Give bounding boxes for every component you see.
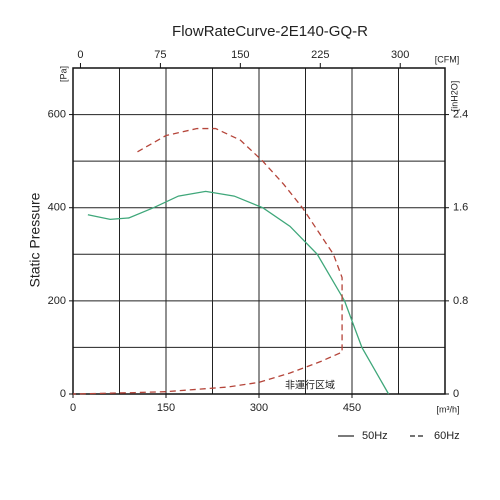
- annotation: 非運行区域: [285, 379, 335, 392]
- y-axis-label: Static Pressure: [27, 192, 43, 287]
- series-line: [87, 190, 390, 395]
- x-unit: [m³/h]: [436, 404, 459, 414]
- y2-tick-label: 0.8: [453, 295, 468, 307]
- y-unit: [Pa]: [58, 66, 68, 82]
- y-tick-label: 200: [48, 295, 66, 307]
- x2-tick-label: 75: [154, 49, 166, 61]
- y-tick-label: 600: [48, 108, 66, 120]
- legend-label: 50Hz: [362, 430, 388, 442]
- y2-unit: [inH2O]: [449, 81, 459, 112]
- x2-tick-label: 300: [391, 49, 409, 61]
- y2-tick-label: 2.4: [453, 108, 468, 120]
- x2-tick-label: 0: [77, 49, 83, 61]
- x2-unit: [CFM]: [435, 54, 460, 64]
- x-tick-label: 0: [70, 402, 76, 414]
- x2-tick-label: 150: [231, 49, 249, 61]
- series-line: [72, 127, 343, 395]
- y2-tick-label: 1.6: [453, 202, 468, 214]
- y2-tick-label: 0: [453, 388, 459, 400]
- y-tick-label: 0: [60, 388, 66, 400]
- x-tick-label: 150: [157, 402, 175, 414]
- legend-label: 60Hz: [434, 430, 460, 442]
- x2-tick-label: 225: [311, 49, 329, 61]
- x-tick-label: 450: [343, 402, 361, 414]
- chart-title: FlowRateCurve-2E140-GQ-R: [172, 23, 368, 40]
- x-tick-label: 300: [250, 402, 268, 414]
- y-tick-label: 400: [48, 202, 66, 214]
